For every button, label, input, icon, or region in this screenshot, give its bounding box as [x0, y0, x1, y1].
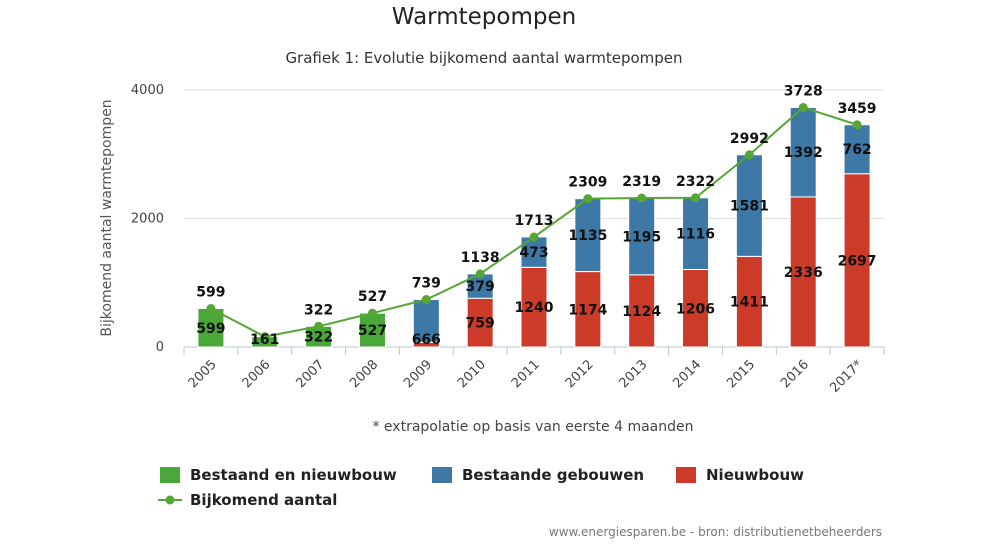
legend-label: Bestaande gebouwen [462, 466, 644, 484]
total-line-point [260, 332, 270, 342]
upper-data-label: 1116 [676, 227, 715, 243]
x-tick-label: 2005 [186, 357, 220, 391]
total-line-point [421, 295, 431, 305]
y-tick-label: 4000 [131, 83, 164, 98]
upper-data-label: 1195 [622, 229, 661, 245]
source-credit: www.energiesparen.be - bron: distributie… [549, 525, 882, 539]
x-tick-label: 2017* [827, 357, 866, 396]
total-line-point [529, 232, 539, 242]
inner-data-label: 161 [250, 332, 279, 348]
total-line-point [475, 269, 485, 279]
x-tick-label: 2011 [509, 357, 543, 391]
x-tick-label: 2006 [240, 357, 274, 391]
total-data-label: 2322 [676, 174, 715, 190]
bar-segment [843, 124, 871, 175]
upper-data-label: 1581 [730, 199, 769, 215]
total-line-point [367, 308, 377, 318]
inner-data-label: 1411 [730, 295, 769, 311]
total-line-point [852, 120, 862, 130]
total-line-point [744, 150, 754, 160]
legend-swatch [160, 467, 180, 483]
chart-title: Warmtepompen [392, 4, 576, 30]
x-tick-label: 2012 [563, 357, 597, 391]
x-tick-label: 2008 [347, 357, 381, 391]
inner-data-label: 1240 [515, 300, 554, 316]
bars [197, 106, 871, 348]
inner-data-label: 666 [412, 332, 441, 348]
bar-segment [358, 312, 386, 348]
bar-segment [574, 198, 602, 273]
x-tick-label: 2007 [293, 357, 327, 391]
total-data-label: 1138 [461, 250, 500, 266]
upper-data-label: 1135 [568, 228, 607, 244]
total-data-label: 2319 [622, 174, 661, 190]
y-axis-label: Bijkomend aantal warmtepompen [99, 99, 115, 336]
inner-data-label: 2336 [784, 265, 823, 281]
legend-label: Bijkomend aantal [190, 491, 337, 509]
total-data-label: 2992 [730, 131, 769, 147]
y-tick-label: 2000 [131, 212, 164, 227]
inner-data-label: 1206 [676, 301, 715, 317]
bar-segment [789, 196, 817, 348]
upper-data-label: 1392 [784, 145, 823, 161]
bar-segment [735, 255, 763, 348]
total-line-point [583, 194, 593, 204]
y-tick-label: 0 [156, 340, 164, 355]
total-line-point [798, 102, 808, 112]
total-line [206, 102, 862, 342]
total-data-label: 3459 [838, 101, 877, 117]
total-data-label: 599 [196, 285, 225, 301]
x-tick-label: 2014 [670, 357, 704, 391]
inner-data-label: 2697 [838, 253, 877, 269]
chart-subtitle: Grafiek 1: Evolutie bijkomend aantal war… [285, 49, 682, 67]
x-tick-label: 2010 [455, 357, 489, 391]
y-axis-ticks: 0 2000 4000 [131, 83, 164, 355]
bar-segment [574, 271, 602, 348]
inner-data-label: 322 [304, 330, 333, 346]
legend-label: Bestaand en nieuwbouw [190, 466, 397, 484]
inner-data-label: 1124 [622, 304, 661, 320]
upper-data-label: 762 [842, 142, 871, 158]
inner-data-label: 599 [196, 321, 225, 337]
total-data-label: 3728 [784, 83, 823, 99]
bar-segment [682, 269, 710, 348]
total-line-point [637, 193, 647, 203]
total-data-label: 322 [304, 302, 333, 318]
upper-data-label: 473 [519, 245, 548, 261]
x-tick-label: 2015 [724, 357, 758, 391]
bar-segment [682, 197, 710, 271]
x-axis-ticks: 2005 2006 2007 2008 2009 2010 2011 2012 2013 2014… [183, 347, 885, 396]
bar-segment [197, 308, 225, 348]
legend: Bestaand en nieuwbouw Bestaande gebouwen N… [158, 466, 804, 509]
bar-segment [843, 173, 871, 348]
legend-swatch [432, 467, 452, 483]
legend-marker [165, 495, 175, 505]
x-tick-label: 2013 [617, 357, 651, 391]
x-tick-label: 2016 [778, 357, 812, 391]
inner-data-label: 527 [358, 323, 387, 339]
bar-segment [789, 106, 817, 198]
bar-segment [735, 154, 763, 257]
total-line-point [691, 193, 701, 203]
bar-segment [628, 197, 656, 276]
total-line-point [314, 321, 324, 331]
inner-data-label: 759 [466, 316, 495, 332]
data-labels: 599 599 161 322 322 527 527 666 739 759 379 1138 124… [196, 83, 876, 348]
total-line-point [206, 304, 216, 314]
x-tick-label: 2009 [401, 357, 435, 391]
total-data-label: 2309 [568, 175, 607, 191]
legend-swatch [676, 467, 696, 483]
footnote: * extrapolatie op basis van eerste 4 maa… [372, 419, 693, 435]
upper-data-label: 379 [466, 279, 495, 295]
legend-label: Nieuwbouw [706, 466, 804, 484]
total-data-label: 739 [412, 276, 441, 292]
total-data-label: 527 [358, 289, 387, 305]
total-data-label: 1713 [515, 213, 554, 229]
inner-data-label: 1174 [568, 302, 607, 318]
